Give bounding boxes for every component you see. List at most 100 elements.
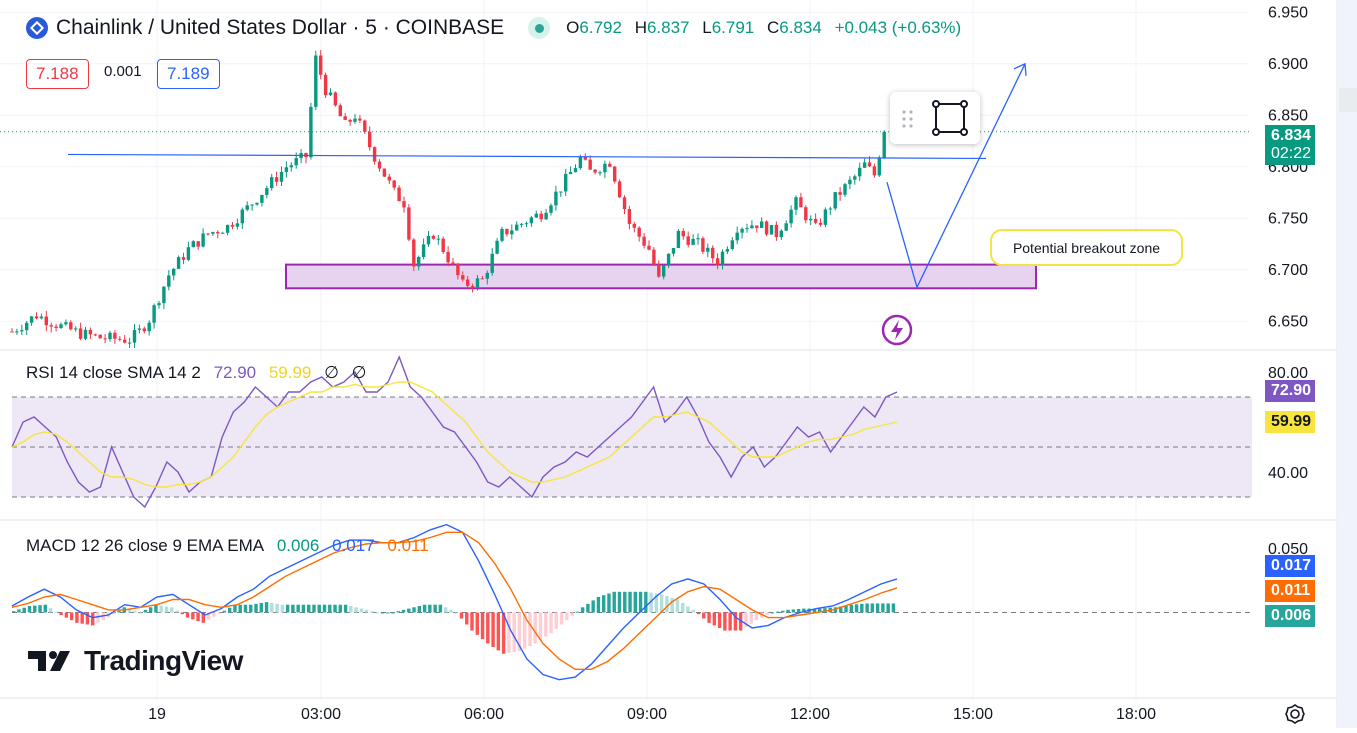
- macd-histogram-bar: [343, 604, 348, 613]
- rsi-tick-label: 80.00: [1268, 365, 1308, 382]
- macd-histogram-bar: [791, 609, 796, 613]
- macd-histogram-bar: [96, 612, 100, 623]
- rsi-empty-value-1: ∅: [324, 363, 339, 382]
- candle-body: [255, 202, 259, 205]
- macd-layer: [11, 523, 1252, 681]
- candle-body: [421, 244, 426, 257]
- candle-body: [662, 265, 666, 277]
- macd-histogram-bar: [386, 612, 390, 614]
- candle-body: [529, 217, 534, 224]
- rsi-band: [12, 397, 1252, 497]
- candle-body: [632, 223, 636, 228]
- candle-body: [843, 184, 847, 195]
- macd-histogram-bar: [191, 612, 195, 620]
- rectangle-tool-icon[interactable]: [930, 98, 970, 138]
- scroll-button[interactable]: [1339, 88, 1357, 112]
- candle-body: [510, 230, 514, 235]
- time-tick-label: 18:00: [1116, 706, 1156, 723]
- macd-histogram-bar: [486, 612, 490, 644]
- macd-histogram-bar: [401, 609, 406, 613]
- drag-handle-icon[interactable]: [898, 92, 918, 144]
- market-open-icon: [528, 17, 551, 39]
- macd-histogram-bar: [164, 606, 169, 613]
- candle-body: [221, 232, 225, 234]
- rsi-legend[interactable]: RSI 14 close SMA 14 2 72.90 59.99 ∅ ∅: [26, 363, 374, 383]
- macd-histogram-bar: [865, 603, 869, 613]
- time-tick-label: 12:00: [790, 706, 830, 723]
- drawings-layer: [0, 62, 1252, 290]
- lightning-icon[interactable]: [881, 314, 913, 346]
- candle-body: [289, 165, 293, 168]
- candle-body: [760, 221, 764, 228]
- macd-histogram-bar: [470, 612, 474, 631]
- macd-histogram-bar: [491, 612, 495, 647]
- macd-legend[interactable]: MACD 12 26 close 9 EMA EMA 0.006 0.017 0…: [26, 536, 437, 556]
- candle-body: [333, 92, 338, 106]
- right-scrollbar[interactable]: [1337, 0, 1357, 728]
- candle-body: [211, 232, 215, 234]
- macd-histogram-bar: [370, 611, 374, 613]
- candle-body: [637, 227, 641, 237]
- macd-histogram-bar: [501, 612, 506, 654]
- macd-histogram-bar: [112, 612, 116, 615]
- macd-histogram-bar: [138, 612, 142, 614]
- signal-price-tag: 0.011: [1265, 580, 1315, 602]
- breakout-callout[interactable]: Potential breakout zone: [990, 229, 1183, 266]
- candle-body: [382, 168, 387, 177]
- macd-histogram-bar: [22, 607, 26, 613]
- candle-body: [862, 162, 867, 168]
- macd-histogram-bar: [180, 612, 184, 615]
- macd-histogram-bar: [449, 609, 453, 613]
- macd-histogram-bar: [781, 610, 785, 613]
- drawing-toolbar[interactable]: [890, 92, 980, 144]
- sell-price-button[interactable]: 7.188: [26, 59, 89, 89]
- candle-body: [779, 230, 783, 238]
- macd-histogram-bar: [359, 608, 364, 613]
- settings-gear-icon[interactable]: [1284, 703, 1306, 725]
- macd-hist-legend-value: 0.006: [276, 536, 320, 555]
- candle-body: [882, 131, 886, 158]
- macd-histogram-bar: [496, 612, 501, 651]
- candle-body: [466, 279, 470, 286]
- candle-body: [446, 251, 450, 263]
- macd-histogram-bar: [654, 593, 659, 613]
- candle-body: [671, 247, 676, 254]
- candle-body: [657, 264, 661, 277]
- candle-body: [789, 209, 793, 224]
- macd-histogram-bar: [749, 612, 753, 624]
- candle-body: [250, 204, 254, 206]
- candle-body: [725, 249, 730, 252]
- tradingview-logo[interactable]: TradingView: [28, 645, 243, 677]
- candle-body: [44, 316, 48, 326]
- candle-body: [230, 224, 235, 227]
- candle-body: [412, 239, 416, 267]
- candle-body: [593, 169, 597, 173]
- buy-price-button[interactable]: 7.189: [157, 59, 220, 89]
- macd-histogram-bar: [844, 605, 848, 613]
- candle-body: [617, 181, 622, 198]
- macd-histogram-bar: [69, 612, 74, 621]
- symbol-title[interactable]: Chainlink / United States Dollar · 5 · C…: [56, 16, 505, 39]
- candle-body: [872, 166, 877, 176]
- macd-histogram-bar: [596, 596, 601, 613]
- symbol-legend[interactable]: Chainlink / United States Dollar · 5 · C…: [26, 16, 961, 40]
- candle-body: [755, 225, 759, 228]
- candle-body: [490, 253, 494, 273]
- macd-histogram-bar: [549, 612, 553, 634]
- rsi-price-tag: 72.90: [1265, 380, 1315, 402]
- macd-histogram-bar: [127, 609, 132, 613]
- macd-histogram-bar: [143, 609, 148, 613]
- candle-body: [603, 163, 607, 173]
- ohlc-open: 6.792: [579, 18, 622, 37]
- candle-body: [441, 238, 445, 252]
- candle-body: [647, 245, 651, 250]
- candle-body: [402, 201, 406, 208]
- macd-histogram-bar: [544, 612, 548, 637]
- rsi-layer: [11, 355, 1252, 509]
- bid-ask-widget: 7.188 0.001 7.189: [0, 57, 240, 91]
- candle-body: [10, 331, 14, 333]
- macd-histogram-bar: [670, 597, 674, 613]
- macd-histogram-bar: [733, 612, 738, 631]
